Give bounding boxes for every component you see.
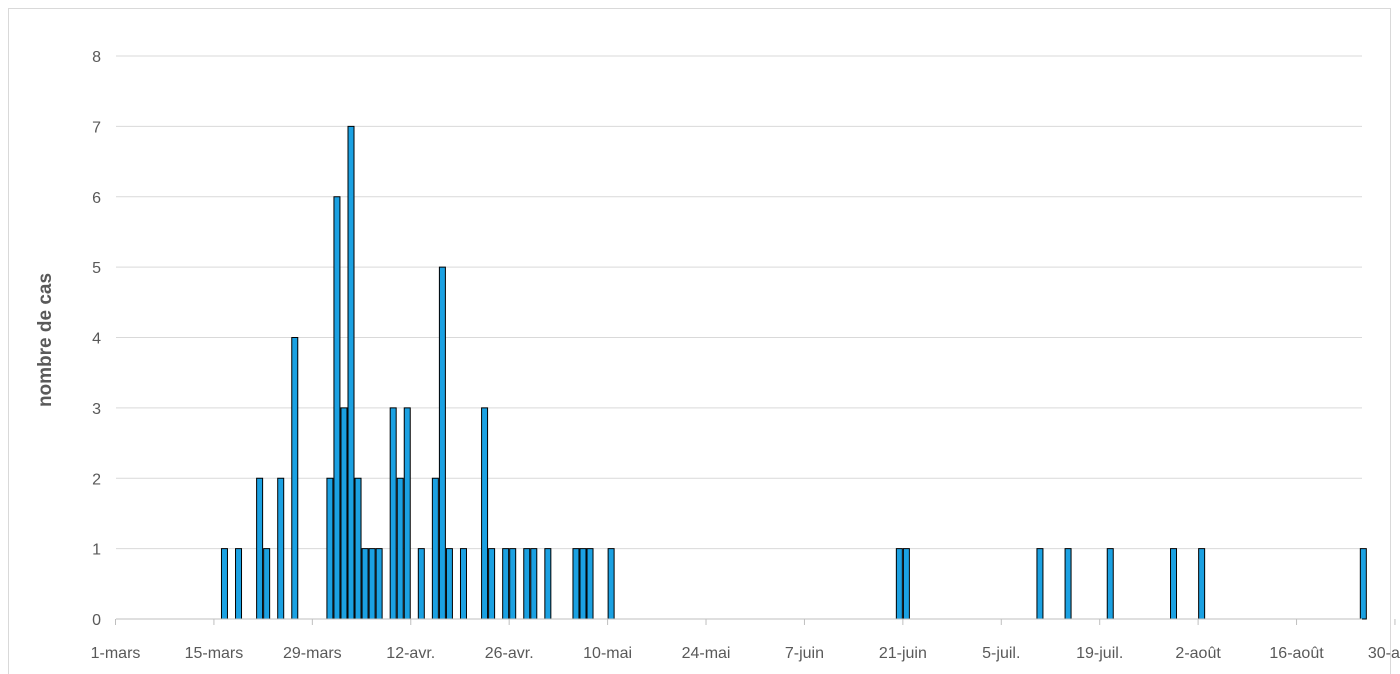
bar: [445, 548, 453, 620]
y-tick-label: 4: [92, 331, 101, 348]
bar: [488, 548, 496, 620]
bar: [459, 548, 467, 620]
bar: [1170, 548, 1178, 620]
y-tick-label: 1: [92, 542, 101, 559]
x-tick-label: 5-juil.: [982, 645, 1020, 662]
bar: [481, 407, 489, 620]
x-tick-label: 12-avr.: [386, 645, 435, 662]
bar: [220, 548, 228, 620]
y-tick-label: 6: [92, 190, 101, 207]
x-tick-label: 29-mars: [283, 645, 342, 662]
bar: [396, 477, 404, 620]
x-tick-label: 15-mars: [185, 645, 244, 662]
bar: [572, 548, 580, 620]
bar: [235, 548, 243, 620]
bar: [1064, 548, 1072, 620]
bar: [291, 337, 299, 620]
x-tick-label: 21-juin: [879, 645, 927, 662]
x-tick-label: 7-juin: [785, 645, 824, 662]
bar: [502, 548, 510, 620]
x-tick-label: 26-avr.: [485, 645, 534, 662]
gridlines: [116, 55, 1362, 550]
bar: [403, 407, 411, 620]
x-tick-label: 16-août: [1269, 645, 1324, 662]
bar: [256, 477, 264, 620]
bar: [368, 548, 376, 620]
x-tick-label: 2-août: [1175, 645, 1221, 662]
bar: [347, 125, 355, 620]
bar: [544, 548, 552, 620]
x-tick-label: 1-mars: [91, 645, 141, 662]
y-tick-label: 0: [92, 612, 101, 629]
bar: [579, 548, 587, 620]
y-axis-title: nombre de cas: [35, 273, 56, 407]
y-tick-label: 3: [92, 401, 101, 418]
bar: [895, 548, 903, 620]
bar: [1106, 548, 1114, 620]
x-tick-label: 19-juil.: [1076, 645, 1123, 662]
bar: [607, 548, 615, 620]
bar: [417, 548, 425, 620]
bar: [326, 477, 334, 620]
bar: [509, 548, 517, 620]
x-tick-label: 30-août: [1368, 645, 1400, 662]
bar: [523, 548, 531, 620]
bars: [220, 125, 1367, 620]
bar: [354, 477, 362, 620]
bar: [438, 266, 446, 620]
axes: 0 1 2 3 4 5 6 7 8 1-mars 15-mars 29-mars 12-avr. 26-a…: [91, 49, 1400, 662]
bar: [340, 407, 348, 620]
bar: [431, 477, 439, 620]
bar: [586, 548, 594, 620]
bar: [1198, 548, 1206, 620]
bar: [375, 548, 383, 620]
bar: [263, 548, 271, 620]
bar: [1359, 548, 1367, 620]
bar: [333, 196, 341, 620]
y-tick-label: 5: [92, 260, 101, 277]
bar: [530, 548, 538, 620]
bar: [1036, 548, 1044, 620]
bar: [277, 477, 285, 620]
y-tick-label: 2: [92, 471, 101, 488]
bar: [361, 548, 369, 620]
y-tick-label: 7: [92, 119, 101, 136]
y-tick-label: 8: [92, 49, 101, 66]
x-tick-label: 24-mai: [682, 645, 731, 662]
x-tick-label: 10-mai: [583, 645, 632, 662]
bar: [389, 407, 397, 620]
bar: [902, 548, 910, 620]
